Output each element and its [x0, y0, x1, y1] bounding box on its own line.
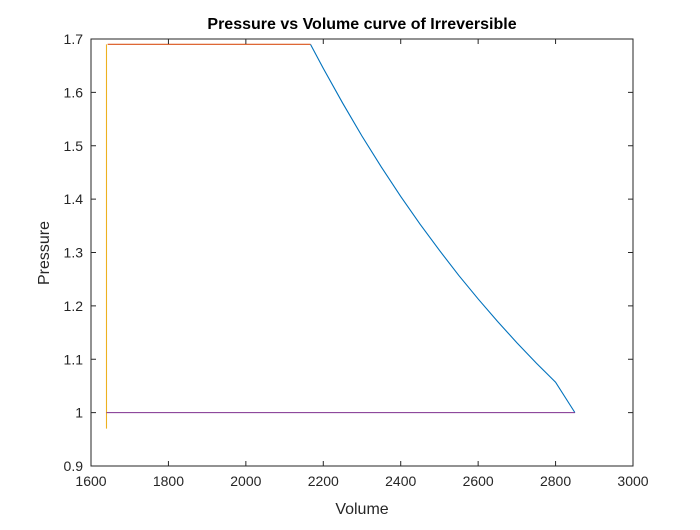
y-tick-label: 0.9 [64, 458, 84, 474]
x-tick-label: 3000 [617, 473, 648, 489]
series-layer [105, 43, 576, 429]
y-tick-label: 1.1 [64, 351, 84, 367]
y-tick-label: 1.2 [64, 298, 84, 314]
x-tick-label: 2800 [540, 473, 571, 489]
chart-title: Pressure vs Volume curve of Irreversible [207, 16, 516, 33]
x-tick-label: 2400 [385, 473, 416, 489]
x-axis-label: Volume [335, 501, 388, 518]
y-ticks: 0.9 1 1.1 1.2 1.3 1.4 1.5 1.6 1.7 [64, 31, 633, 474]
y-tick-label: 1.6 [64, 84, 84, 100]
y-tick-label: 1 [75, 405, 83, 421]
y-tick-label: 1.7 [64, 31, 84, 47]
x-tick-label: 2200 [308, 473, 339, 489]
y-tick-label: 1.5 [64, 138, 84, 154]
plot-area [91, 39, 633, 466]
x-tick-label: 1800 [153, 473, 184, 489]
y-tick-label: 1.3 [64, 245, 84, 261]
x-ticks: 1600 1800 2000 2200 2400 2600 2800 3000 [75, 39, 649, 489]
series-line-1 [310, 44, 576, 413]
y-axis-label: Pressure [36, 221, 53, 285]
x-tick-label: 2000 [230, 473, 261, 489]
x-tick-label: 2600 [463, 473, 494, 489]
x-tick-label: 1600 [75, 473, 106, 489]
y-tick-label: 1.4 [64, 191, 84, 207]
